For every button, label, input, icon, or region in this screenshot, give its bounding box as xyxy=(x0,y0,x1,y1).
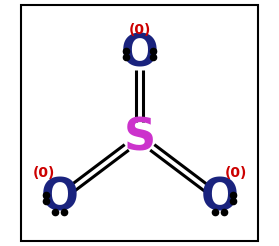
Text: (0): (0) xyxy=(32,167,55,180)
Text: (0): (0) xyxy=(128,23,151,36)
Text: S: S xyxy=(123,116,156,159)
Text: (0): (0) xyxy=(224,167,247,180)
Text: O: O xyxy=(41,177,78,219)
Text: O: O xyxy=(121,33,158,76)
Text: O: O xyxy=(201,177,238,219)
